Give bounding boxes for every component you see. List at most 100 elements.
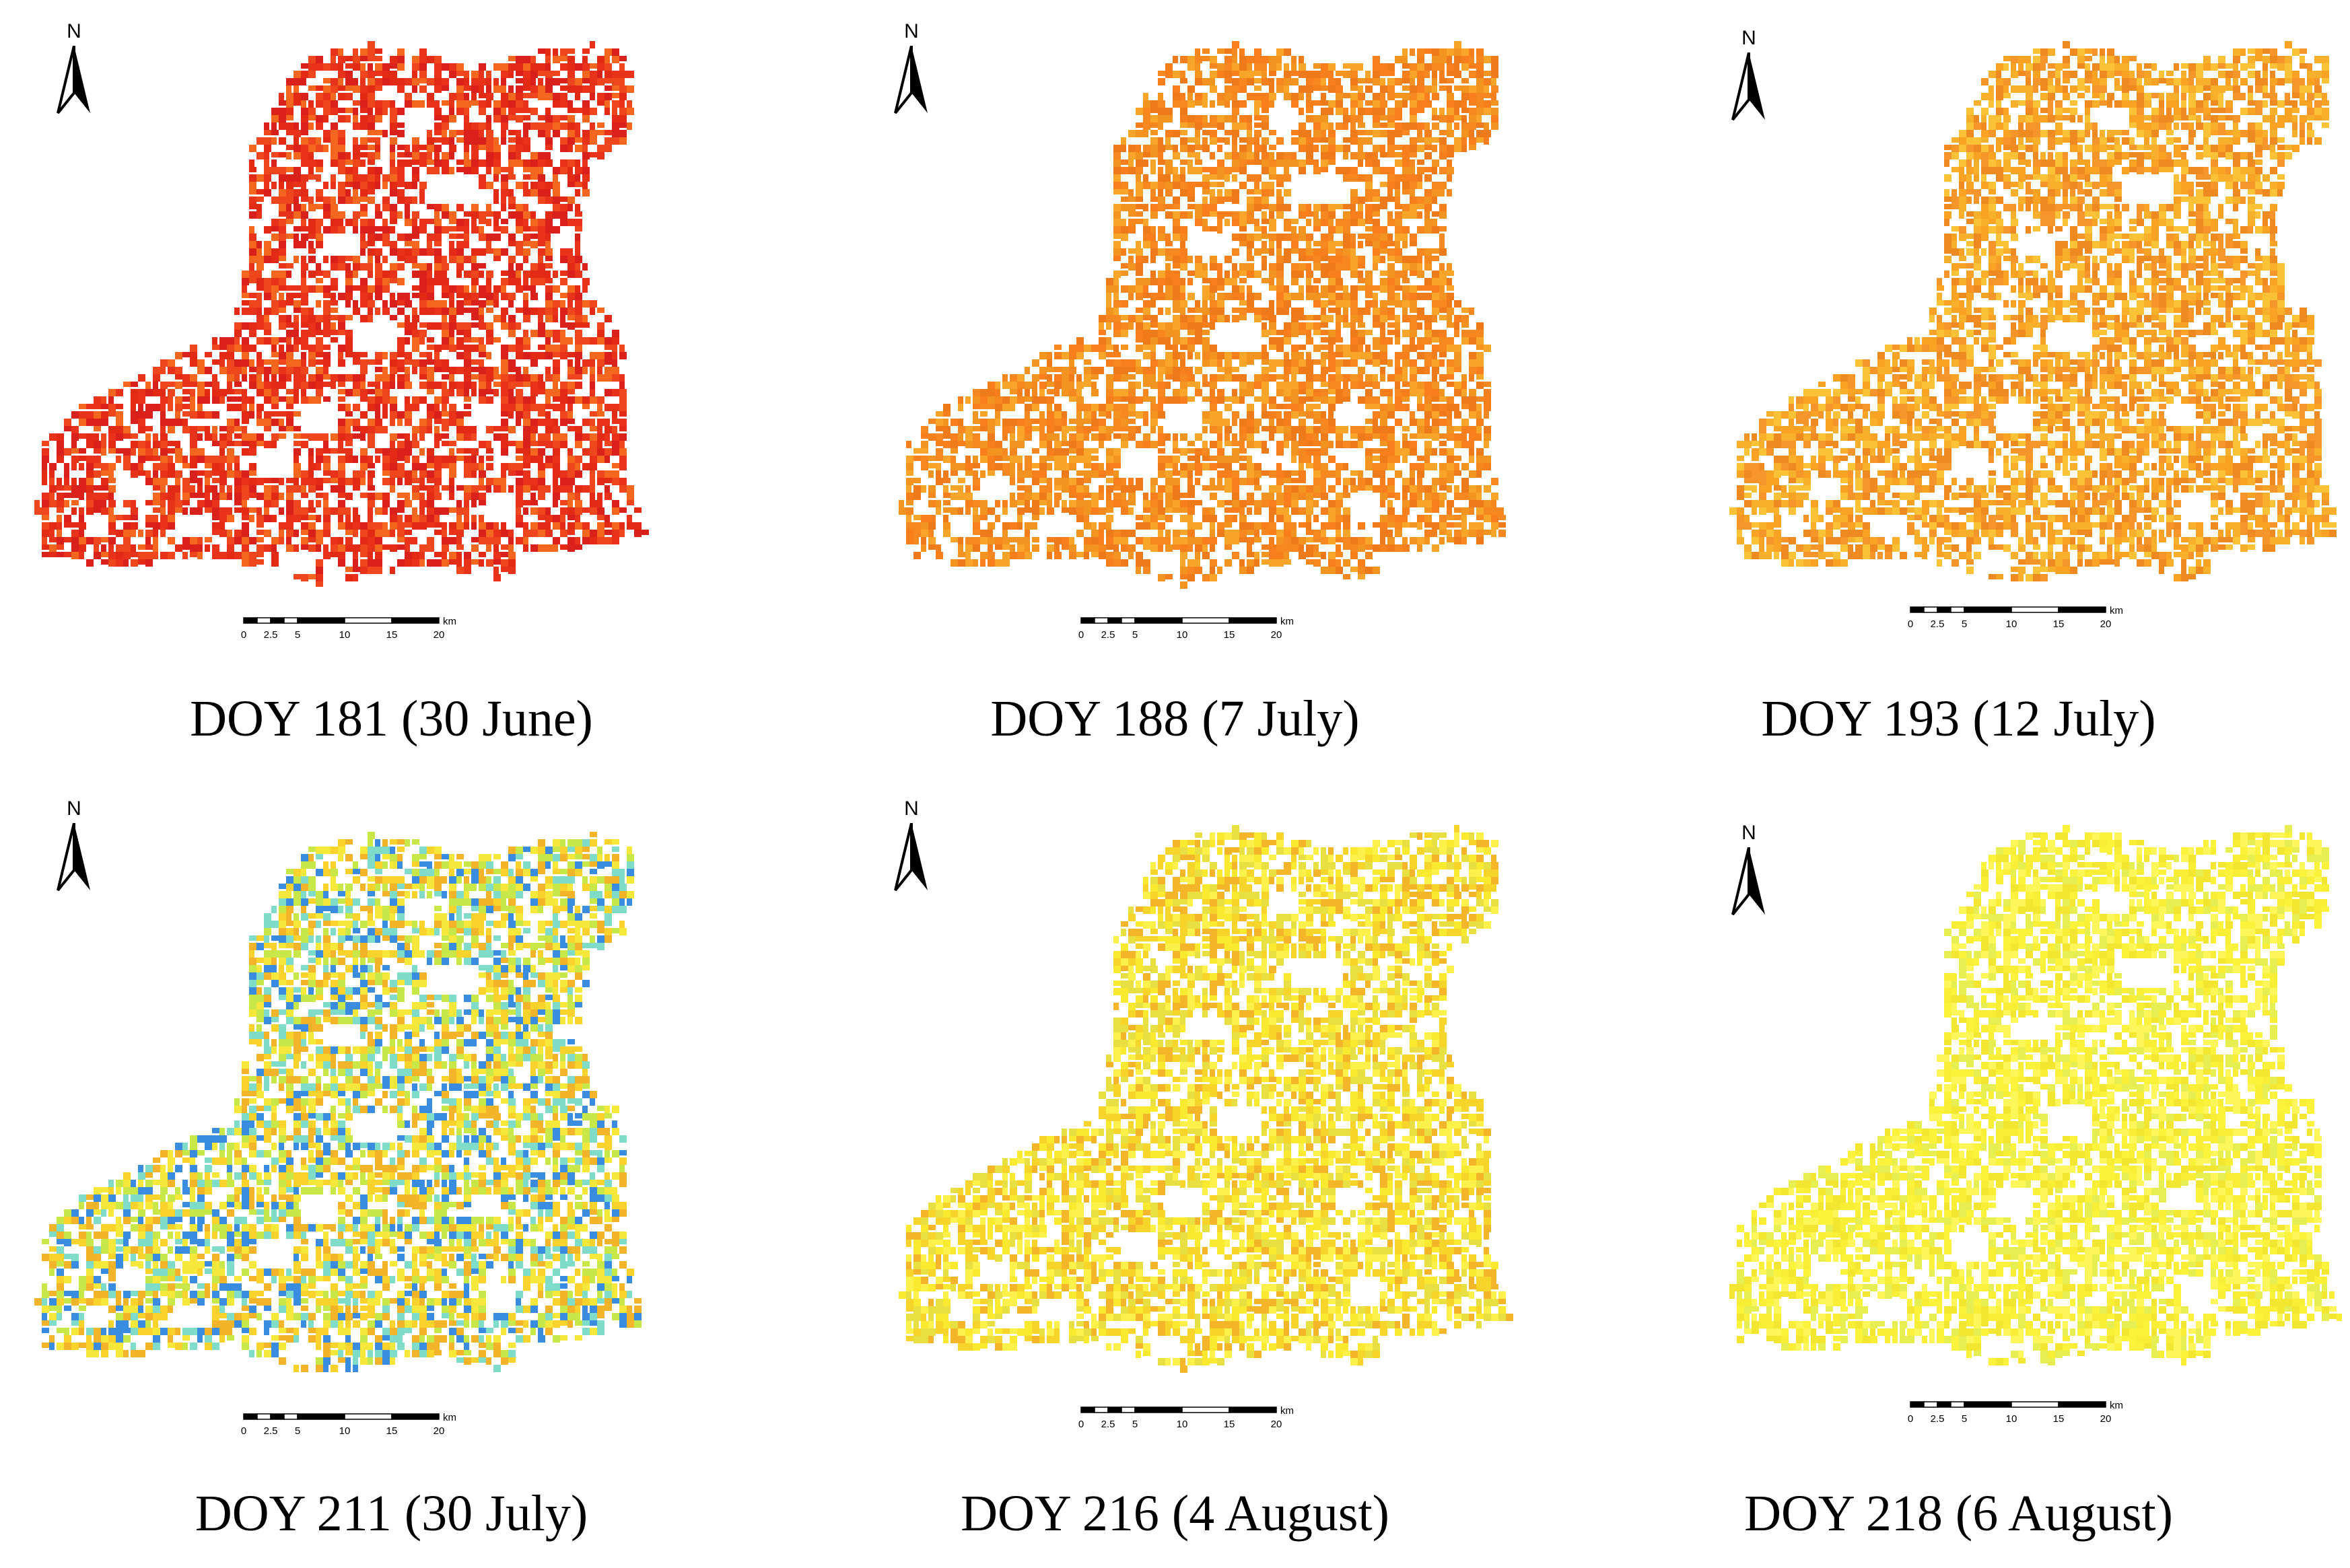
raster-cell bbox=[397, 359, 405, 367]
raster-cell bbox=[538, 226, 545, 234]
raster-cell bbox=[1076, 382, 1084, 389]
raster-cell bbox=[397, 48, 405, 56]
raster-cell bbox=[279, 219, 286, 226]
raster-cell bbox=[1313, 211, 1319, 219]
raster-cell bbox=[271, 308, 279, 315]
raster-cell bbox=[405, 234, 412, 241]
raster-cell bbox=[501, 308, 508, 315]
raster-cell bbox=[1217, 63, 1224, 71]
raster-cell bbox=[1032, 389, 1037, 396]
raster-cell bbox=[1224, 367, 1232, 374]
raster-cell bbox=[1373, 285, 1380, 291]
raster-cell bbox=[1262, 63, 1267, 71]
raster-cell bbox=[1180, 374, 1187, 382]
raster-cell bbox=[286, 367, 293, 374]
raster-cell bbox=[493, 248, 501, 256]
raster-cell bbox=[1202, 263, 1208, 271]
raster-cell bbox=[405, 456, 410, 463]
raster-cell bbox=[353, 544, 360, 552]
raster-cell bbox=[1476, 411, 1482, 419]
raster-cell bbox=[493, 108, 501, 115]
raster-cell bbox=[242, 337, 249, 345]
raster-cell bbox=[94, 463, 101, 468]
raster-cell bbox=[382, 389, 390, 396]
raster-cell bbox=[382, 544, 390, 550]
raster-cell bbox=[397, 189, 405, 197]
raster-cell bbox=[375, 63, 382, 71]
raster-cell bbox=[1469, 404, 1476, 411]
raster-cell bbox=[1447, 48, 1454, 56]
raster-cell bbox=[368, 522, 375, 530]
raster-cell bbox=[316, 433, 323, 441]
raster-cell bbox=[1262, 71, 1267, 78]
raster-cell bbox=[523, 419, 530, 426]
raster-cell bbox=[323, 100, 331, 108]
raster-cell bbox=[1239, 48, 1245, 56]
raster-cell bbox=[412, 404, 419, 411]
raster-cell bbox=[1180, 71, 1185, 78]
raster-cell bbox=[323, 522, 331, 530]
raster-cell bbox=[1136, 308, 1143, 313]
raster-cell bbox=[1210, 167, 1217, 174]
raster-cell bbox=[486, 448, 493, 454]
raster-cell bbox=[1284, 293, 1291, 300]
raster-cell bbox=[1291, 411, 1299, 419]
raster-cell bbox=[1387, 315, 1395, 320]
raster-cell bbox=[360, 122, 368, 130]
raster-cell bbox=[331, 308, 338, 313]
raster-cell bbox=[234, 389, 242, 394]
raster-cell bbox=[375, 419, 382, 426]
raster-cell bbox=[1306, 404, 1313, 411]
raster-cell bbox=[1202, 419, 1210, 424]
raster-cell bbox=[293, 411, 301, 417]
raster-cell bbox=[390, 382, 395, 389]
raster-cell bbox=[516, 100, 523, 108]
raster-cell bbox=[1343, 115, 1350, 122]
raster-cell bbox=[1062, 374, 1069, 382]
raster-cell bbox=[582, 71, 590, 78]
raster-cell bbox=[1328, 211, 1336, 219]
raster-cell bbox=[1432, 411, 1439, 419]
raster-cell bbox=[1395, 359, 1400, 367]
raster-cell bbox=[1365, 359, 1373, 365]
raster-cell bbox=[582, 115, 590, 122]
raster-cell bbox=[582, 48, 590, 54]
raster-cell bbox=[1432, 278, 1439, 285]
raster-cell bbox=[464, 470, 471, 478]
raster-cell bbox=[1173, 174, 1180, 182]
raster-cell bbox=[575, 493, 580, 500]
raster-cell bbox=[338, 359, 345, 367]
raster-cell bbox=[1224, 174, 1230, 182]
raster-cell bbox=[1343, 389, 1350, 396]
raster-cell bbox=[286, 174, 293, 182]
raster-cell bbox=[316, 137, 321, 145]
raster-cell bbox=[597, 152, 604, 159]
raster-cell bbox=[57, 478, 62, 485]
raster-cell bbox=[1091, 374, 1099, 380]
raster-cell bbox=[323, 300, 331, 308]
raster-cell bbox=[1373, 352, 1380, 359]
raster-cell bbox=[264, 122, 269, 130]
raster-cell bbox=[988, 419, 995, 426]
raster-cell bbox=[271, 130, 279, 135]
raster-cell bbox=[553, 174, 558, 182]
raster-cell bbox=[523, 404, 530, 411]
raster-cell bbox=[1195, 367, 1202, 374]
raster-cell bbox=[316, 122, 323, 130]
raster-cell bbox=[1232, 122, 1239, 130]
raster-cell bbox=[412, 552, 419, 559]
raster-cell bbox=[604, 389, 612, 396]
raster-cell bbox=[1165, 278, 1173, 285]
raster-cell bbox=[1432, 63, 1439, 71]
raster-cell bbox=[575, 204, 580, 211]
raster-cell bbox=[516, 485, 523, 493]
raster-cell bbox=[486, 211, 493, 217]
scale-tick-label: 0 bbox=[241, 629, 246, 641]
raster-cell bbox=[538, 71, 545, 76]
raster-cell bbox=[316, 374, 323, 382]
raster-cell bbox=[1424, 226, 1432, 234]
raster-cell bbox=[1113, 174, 1121, 182]
raster-cell bbox=[405, 500, 412, 507]
raster-cell bbox=[375, 537, 382, 544]
raster-cell bbox=[301, 337, 308, 345]
